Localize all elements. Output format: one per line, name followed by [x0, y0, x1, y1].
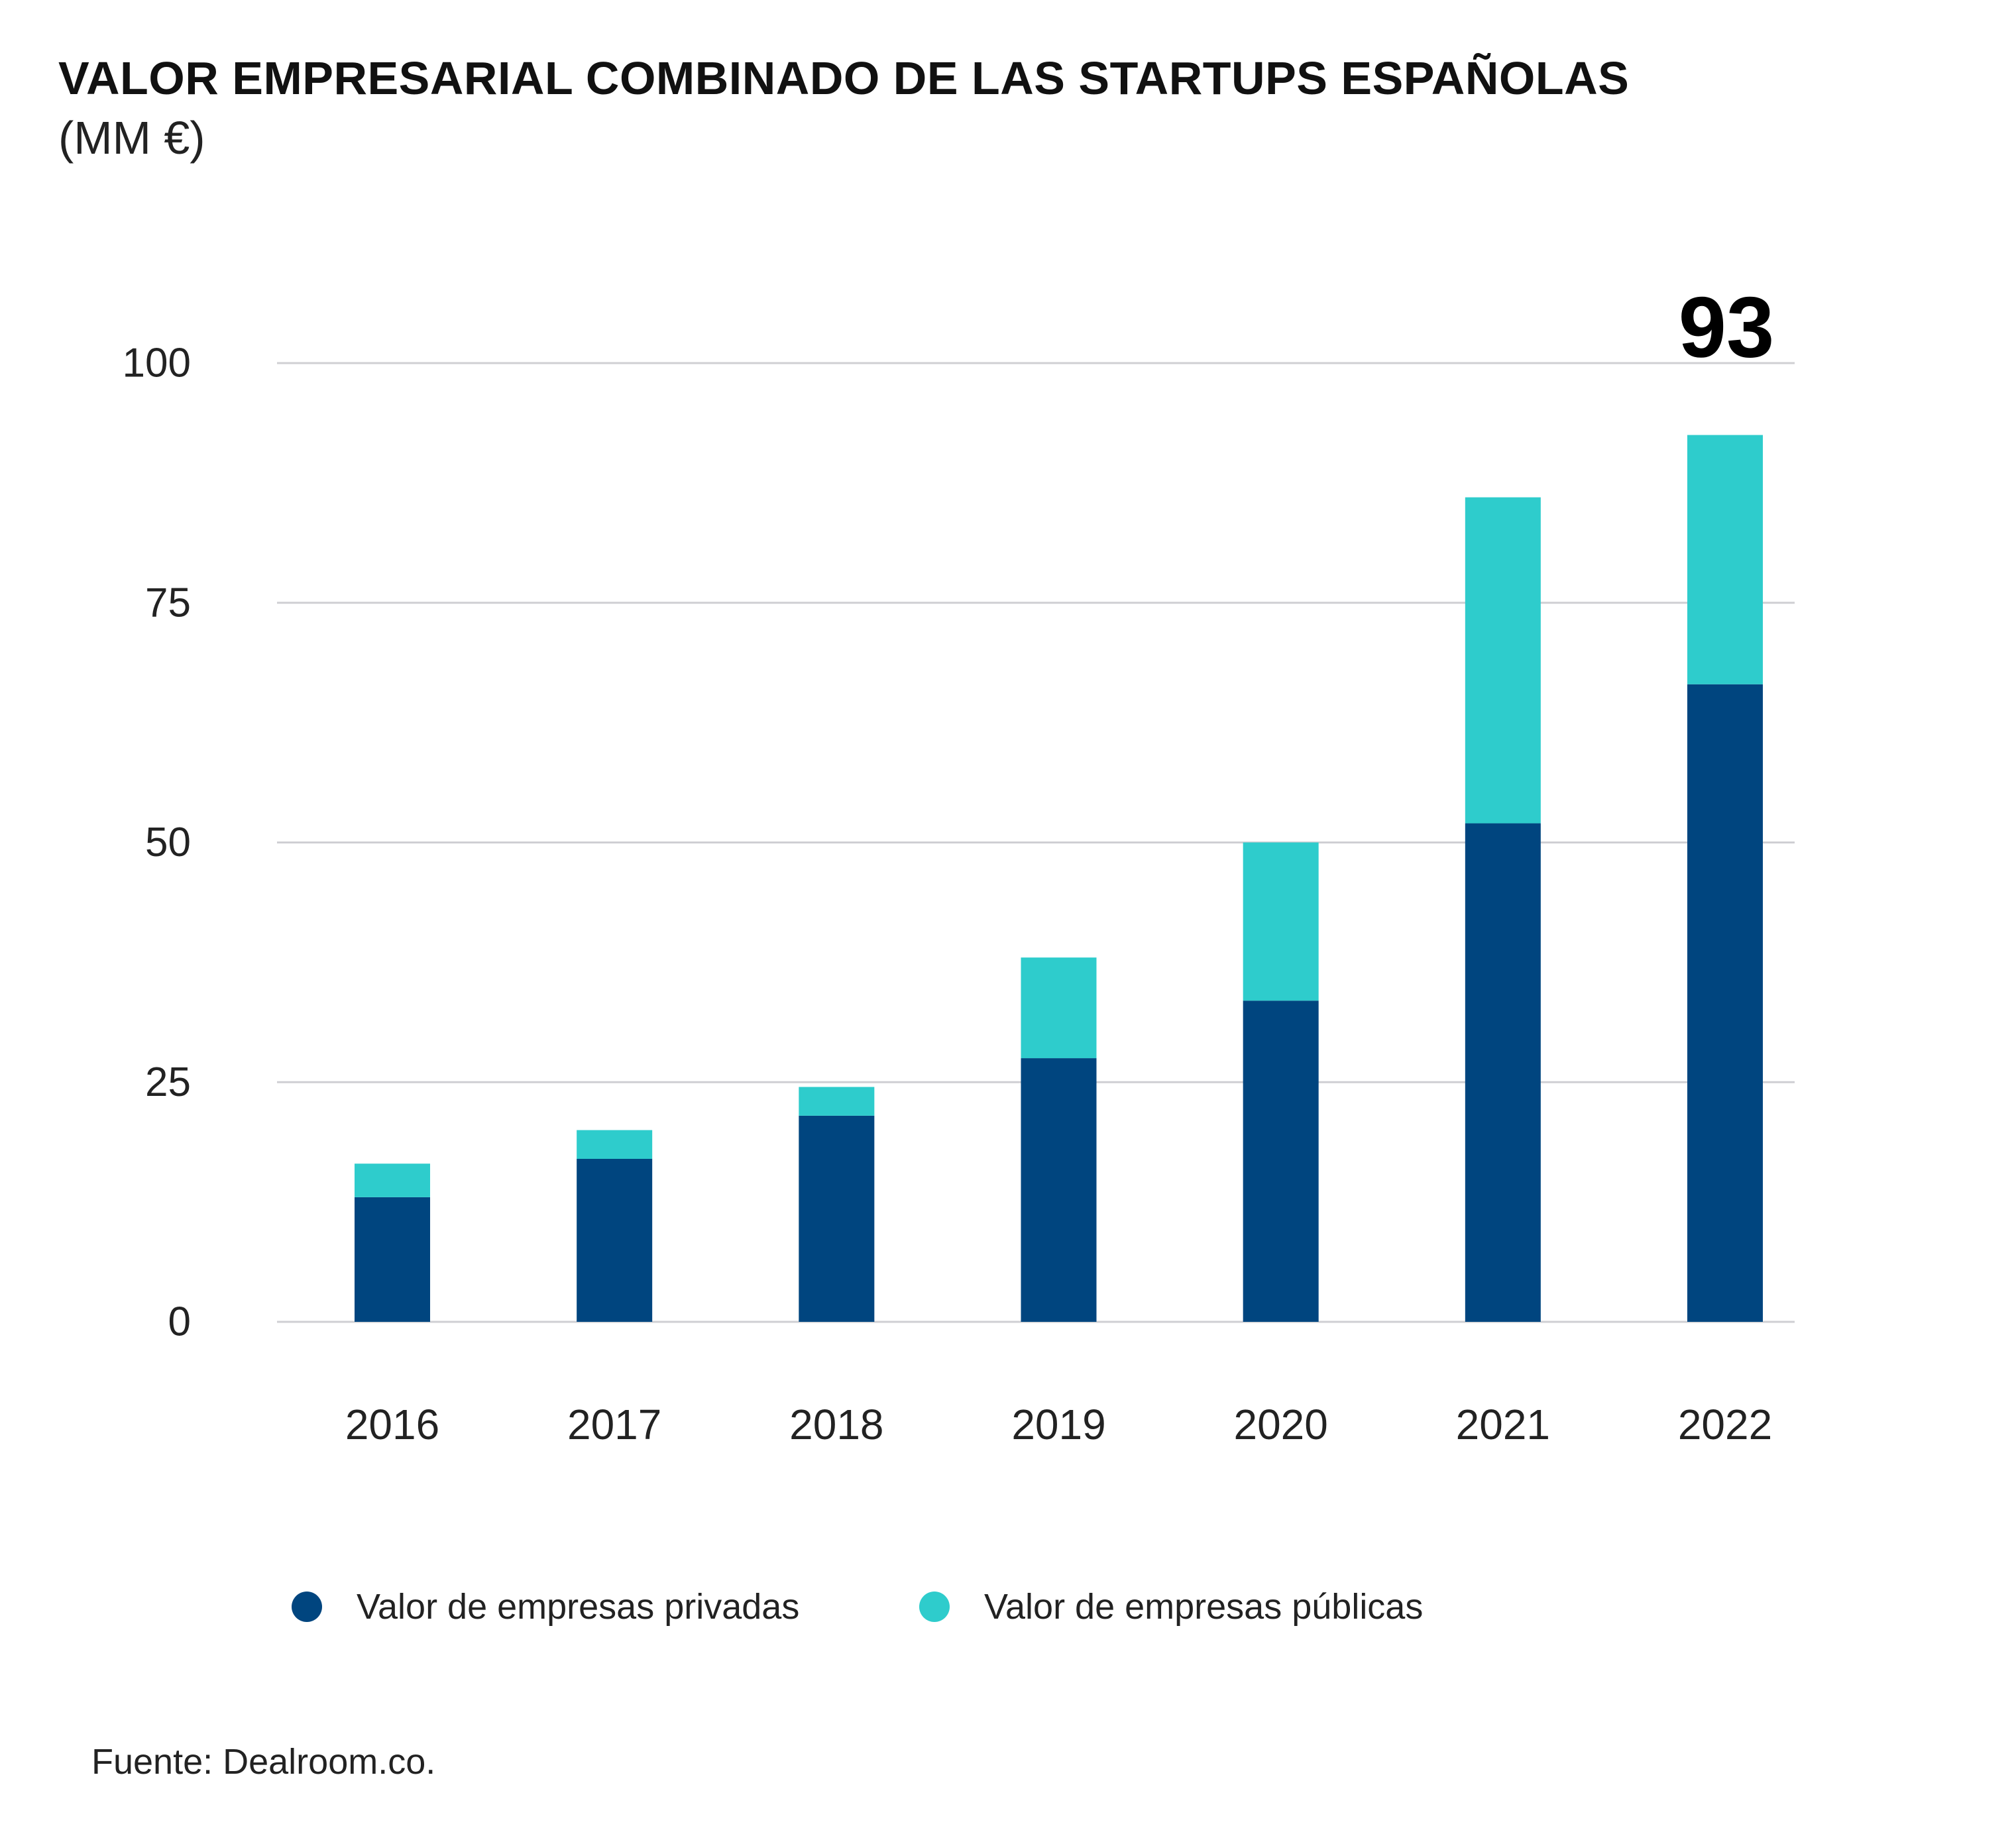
bar-public-2020 — [1243, 842, 1319, 1001]
x-tick-label: 2022 — [1678, 1401, 1772, 1448]
x-tick-label: 2016 — [345, 1401, 439, 1448]
bar-public-2017 — [577, 1130, 653, 1160]
legend-label-private: Valor de empresas privadas — [357, 1587, 800, 1627]
y-tick-label: 75 — [145, 580, 191, 625]
bars — [355, 435, 1763, 1322]
y-axis-ticks: 0 25 50 75 100 — [123, 341, 191, 1345]
bar-private-2022 — [1687, 684, 1763, 1322]
x-tick-label: 2017 — [567, 1401, 661, 1448]
total-value-label: 93 — [1679, 279, 1775, 376]
legend-swatch-private — [292, 1592, 322, 1622]
y-tick-label: 100 — [123, 341, 191, 386]
annotations: 93 — [1679, 279, 1775, 376]
bar-public-2022 — [1687, 435, 1763, 684]
y-tick-label: 0 — [168, 1299, 191, 1345]
x-tick-label: 2019 — [1011, 1401, 1105, 1448]
source-note: Fuente: Dealroom.co. — [91, 1742, 436, 1782]
legend-item-private: Valor de empresas privadas — [292, 1586, 799, 1627]
legend-swatch-public — [919, 1592, 950, 1622]
bar-public-2021 — [1465, 497, 1541, 824]
chart-subtitle: (MM €) — [58, 112, 205, 164]
bar-private-2016 — [355, 1197, 430, 1322]
bar-private-2019 — [1021, 1058, 1097, 1322]
bar-private-2020 — [1243, 1000, 1319, 1322]
x-tick-label: 2018 — [789, 1401, 883, 1448]
bar-public-2018 — [799, 1087, 875, 1116]
y-tick-label: 50 — [145, 820, 191, 865]
legend-item-public: Valor de empresas públicas — [919, 1586, 1423, 1627]
y-tick-label: 25 — [145, 1059, 191, 1105]
chart-title: VALOR EMPRESARIAL COMBINADO DE LAS START… — [58, 52, 1630, 104]
x-tick-label: 2020 — [1233, 1401, 1327, 1448]
x-axis-ticks: 2016 2017 2018 2019 2020 2021 2022 — [345, 1401, 1772, 1448]
legend: Valor de empresas privadas Valor de empr… — [0, 1586, 2016, 1639]
bar-public-2019 — [1021, 957, 1097, 1059]
bar-private-2021 — [1465, 823, 1541, 1322]
bar-private-2017 — [577, 1159, 653, 1322]
x-tick-label: 2021 — [1456, 1401, 1550, 1448]
bar-public-2016 — [355, 1163, 430, 1197]
bar-private-2018 — [799, 1115, 875, 1322]
legend-label-public: Valor de empresas públicas — [984, 1587, 1424, 1627]
